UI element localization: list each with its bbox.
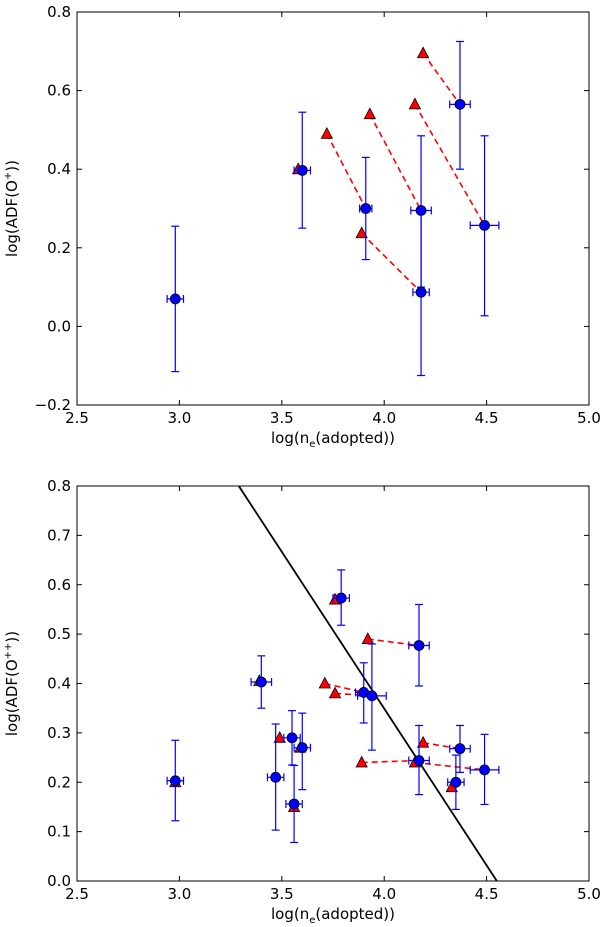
dashed-link <box>369 113 422 211</box>
triangle-point <box>363 107 377 120</box>
y-tick-label: 0.3 <box>47 724 71 742</box>
y-axis-label: log(ADF(O++)) <box>3 631 21 736</box>
y-tick-label: 0.0 <box>47 317 71 335</box>
y-tick-label: 0.6 <box>47 576 71 594</box>
dashed-link <box>422 52 461 105</box>
x-tick-label: 3.5 <box>270 409 294 427</box>
circle-point <box>296 164 308 176</box>
y-label-post: )) <box>3 160 21 172</box>
y-tick-label: 0.8 <box>47 477 71 495</box>
x-tick-label: 3.0 <box>167 409 191 427</box>
x-tick-label: 5.0 <box>577 409 600 427</box>
circle-point <box>479 764 490 776</box>
circle-point <box>454 98 466 110</box>
x-tick-label: 4.5 <box>475 409 499 427</box>
x-label-post: (adopted)) <box>315 905 395 923</box>
x-label-pre: log(n <box>271 429 309 447</box>
dashed-link <box>414 761 485 771</box>
circle-point <box>270 771 282 783</box>
triangle-point <box>318 676 331 689</box>
circle-point <box>479 219 490 231</box>
y-tick-label: 0.0 <box>47 872 71 890</box>
y-tick-label: 0.2 <box>47 773 71 791</box>
y-tick-label: 0.5 <box>47 625 71 643</box>
y-label-post: )) <box>3 631 21 643</box>
triangle-point <box>273 730 286 743</box>
y-label-pre: log(ADF(O <box>3 180 21 257</box>
triangle-point <box>416 735 430 748</box>
dashed-link <box>422 741 461 750</box>
y-tick-label: 0.7 <box>47 526 71 544</box>
plot-frame <box>76 485 590 882</box>
x-axis-label: log(ne(adopted)) <box>271 905 395 926</box>
triangle-point <box>416 46 430 59</box>
triangle-point <box>355 755 368 768</box>
dashed-link <box>414 103 486 226</box>
x-label-sub: e <box>309 439 315 450</box>
y-label-sup: + <box>3 172 14 180</box>
circle-point <box>450 776 462 788</box>
x-tick-label: 4.5 <box>475 885 499 903</box>
x-tick-label: 2.5 <box>65 409 89 427</box>
circle-point <box>415 286 427 298</box>
x-label-post: (adopted)) <box>315 429 395 447</box>
plot-area <box>166 486 500 881</box>
circle-point <box>413 755 425 766</box>
triangle-point <box>328 686 342 699</box>
plot-frame <box>76 11 590 406</box>
triangle-point <box>361 632 374 644</box>
dashed-link <box>324 682 364 694</box>
plot-area <box>166 40 500 377</box>
circle-point <box>413 640 425 651</box>
y-label-pre: log(ADF(O <box>3 659 21 736</box>
circle-point <box>454 743 466 755</box>
y-tick-label: 0.6 <box>47 82 71 100</box>
x-tick-label: 3.5 <box>270 885 294 903</box>
y-tick-label: 0.8 <box>47 3 71 21</box>
y-axis-label: log(ADF(O+)) <box>3 160 21 257</box>
fit-line <box>238 486 498 881</box>
circle-point <box>169 293 181 305</box>
dashed-link <box>361 232 422 293</box>
y-tick-label: −0.2 <box>35 396 71 414</box>
x-tick-label: 3.0 <box>167 885 191 903</box>
y-label-sup: ++ <box>3 643 14 660</box>
bottom-panel: 2.5 3.0 3.5 4.0 4.5 5.0 0.0 0.1 0.2 0.3 0.4 0.5 0.6 0… <box>3 477 600 926</box>
circle-point <box>296 742 308 754</box>
triangle-point <box>408 97 422 110</box>
circle-point <box>286 732 298 744</box>
y-tick-label: 0.1 <box>47 823 71 841</box>
circle-point <box>255 676 267 688</box>
circle-point <box>366 690 378 702</box>
x-tick-label: 2.5 <box>65 885 89 903</box>
x-tick-label: 4.0 <box>372 885 396 903</box>
top-panel: 2.5 3.0 3.5 4.0 4.5 5.0 −0.2 0.0 0.2 0.4 0.6 0.8 log… <box>3 3 600 450</box>
triangle-point <box>355 226 368 239</box>
circle-point <box>169 775 181 787</box>
dashed-link <box>326 133 367 209</box>
circle-point <box>288 798 300 810</box>
x-label-sub: e <box>309 915 315 926</box>
y-tick-label: 0.2 <box>47 239 71 257</box>
dashed-link <box>367 638 420 647</box>
y-tick-label: 0.4 <box>47 160 71 178</box>
x-tick-label: 4.0 <box>372 409 396 427</box>
y-tick-label: 0.4 <box>47 675 71 693</box>
x-label-pre: log(n <box>271 905 309 923</box>
x-tick-label: 5.0 <box>577 885 600 903</box>
circle-point <box>335 592 347 604</box>
x-axis-label: log(ne(adopted)) <box>271 429 395 450</box>
circle-point <box>360 203 372 214</box>
triangle-point <box>320 126 334 139</box>
